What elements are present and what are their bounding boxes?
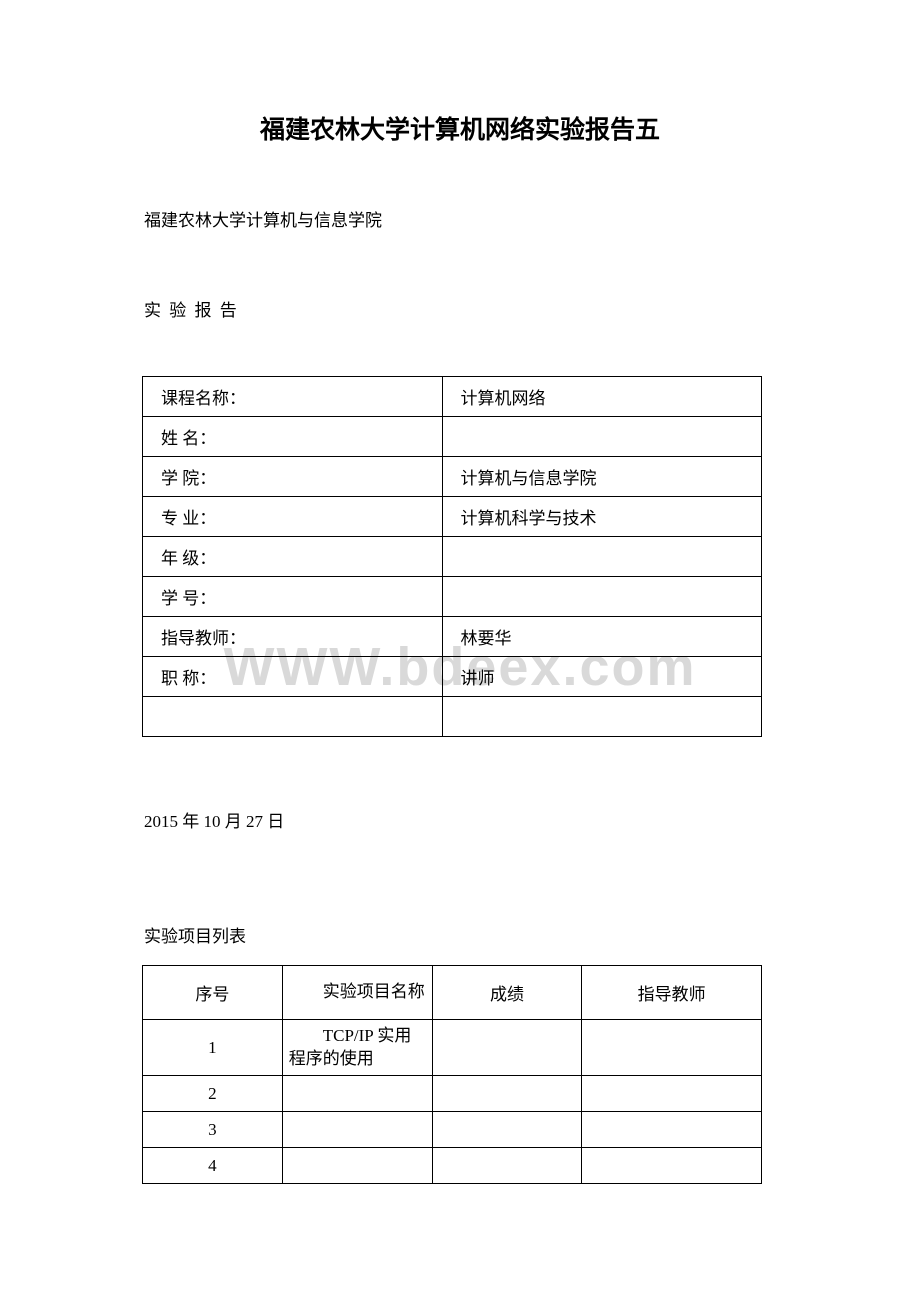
cell-teacher	[582, 1076, 762, 1112]
header-name: 实验项目名称	[282, 966, 432, 1020]
info-value: 林要华	[442, 617, 761, 657]
report-label: 实 验 报 告	[110, 296, 810, 321]
table-row: 1 TCP/IP 实用程序的使用	[143, 1020, 762, 1076]
college-name: 福建农林大学计算机与信息学院	[110, 206, 810, 231]
table-row: 课程名称： 计算机网络	[143, 377, 762, 417]
cell-score	[432, 1076, 582, 1112]
table-row: 3	[143, 1112, 762, 1148]
info-value: 计算机网络	[442, 377, 761, 417]
cell-score	[432, 1148, 582, 1184]
info-label: 年 级：	[143, 537, 443, 577]
info-label: 姓 名：	[143, 417, 443, 457]
table-row: 序号 实验项目名称 成绩 指导教师	[143, 966, 762, 1020]
info-value: 计算机科学与技术	[442, 497, 761, 537]
cell-score	[432, 1020, 582, 1076]
project-list-label: 实验项目列表	[110, 922, 810, 947]
cell-teacher	[582, 1148, 762, 1184]
info-label: 职 称：	[143, 657, 443, 697]
header-score: 成绩	[432, 966, 582, 1020]
info-value	[442, 697, 761, 737]
table-row: 姓 名：	[143, 417, 762, 457]
info-label	[143, 697, 443, 737]
table-row: 职 称： 讲师	[143, 657, 762, 697]
info-label: 指导教师：	[143, 617, 443, 657]
table-row: 2	[143, 1076, 762, 1112]
cell-teacher	[582, 1020, 762, 1076]
table-row: 4	[143, 1148, 762, 1184]
cell-seq: 3	[143, 1112, 283, 1148]
info-label: 学 院：	[143, 457, 443, 497]
cell-seq: 1	[143, 1020, 283, 1076]
document-title: 福建农林大学计算机网络实验报告五	[110, 110, 810, 146]
info-value	[442, 577, 761, 617]
cell-seq: 4	[143, 1148, 283, 1184]
table-row: 学 号：	[143, 577, 762, 617]
info-value: 讲师	[442, 657, 761, 697]
cell-name	[282, 1112, 432, 1148]
info-value	[442, 417, 761, 457]
info-label: 学 号：	[143, 577, 443, 617]
cell-name: TCP/IP 实用程序的使用	[282, 1020, 432, 1076]
table-row: 指导教师： 林要华	[143, 617, 762, 657]
cell-seq: 2	[143, 1076, 283, 1112]
table-row	[143, 697, 762, 737]
info-table: 课程名称： 计算机网络 姓 名： 学 院： 计算机与信息学院 专 业： 计算机科…	[142, 376, 762, 737]
info-value: 计算机与信息学院	[442, 457, 761, 497]
project-table: 序号 实验项目名称 成绩 指导教师 1 TCP/IP 实用程序的使用 2 3	[142, 965, 762, 1184]
info-value	[442, 537, 761, 577]
document-date: 2015 年 10 月 27 日	[110, 807, 810, 832]
cell-teacher	[582, 1112, 762, 1148]
header-seq: 序号	[143, 966, 283, 1020]
document-page: 福建农林大学计算机网络实验报告五 福建农林大学计算机与信息学院 实 验 报 告 …	[0, 0, 920, 1244]
table-row: 学 院： 计算机与信息学院	[143, 457, 762, 497]
info-label: 课程名称：	[143, 377, 443, 417]
cell-score	[432, 1112, 582, 1148]
header-teacher: 指导教师	[582, 966, 762, 1020]
table-row: 专 业： 计算机科学与技术	[143, 497, 762, 537]
info-label: 专 业：	[143, 497, 443, 537]
cell-name	[282, 1148, 432, 1184]
cell-name	[282, 1076, 432, 1112]
table-row: 年 级：	[143, 537, 762, 577]
